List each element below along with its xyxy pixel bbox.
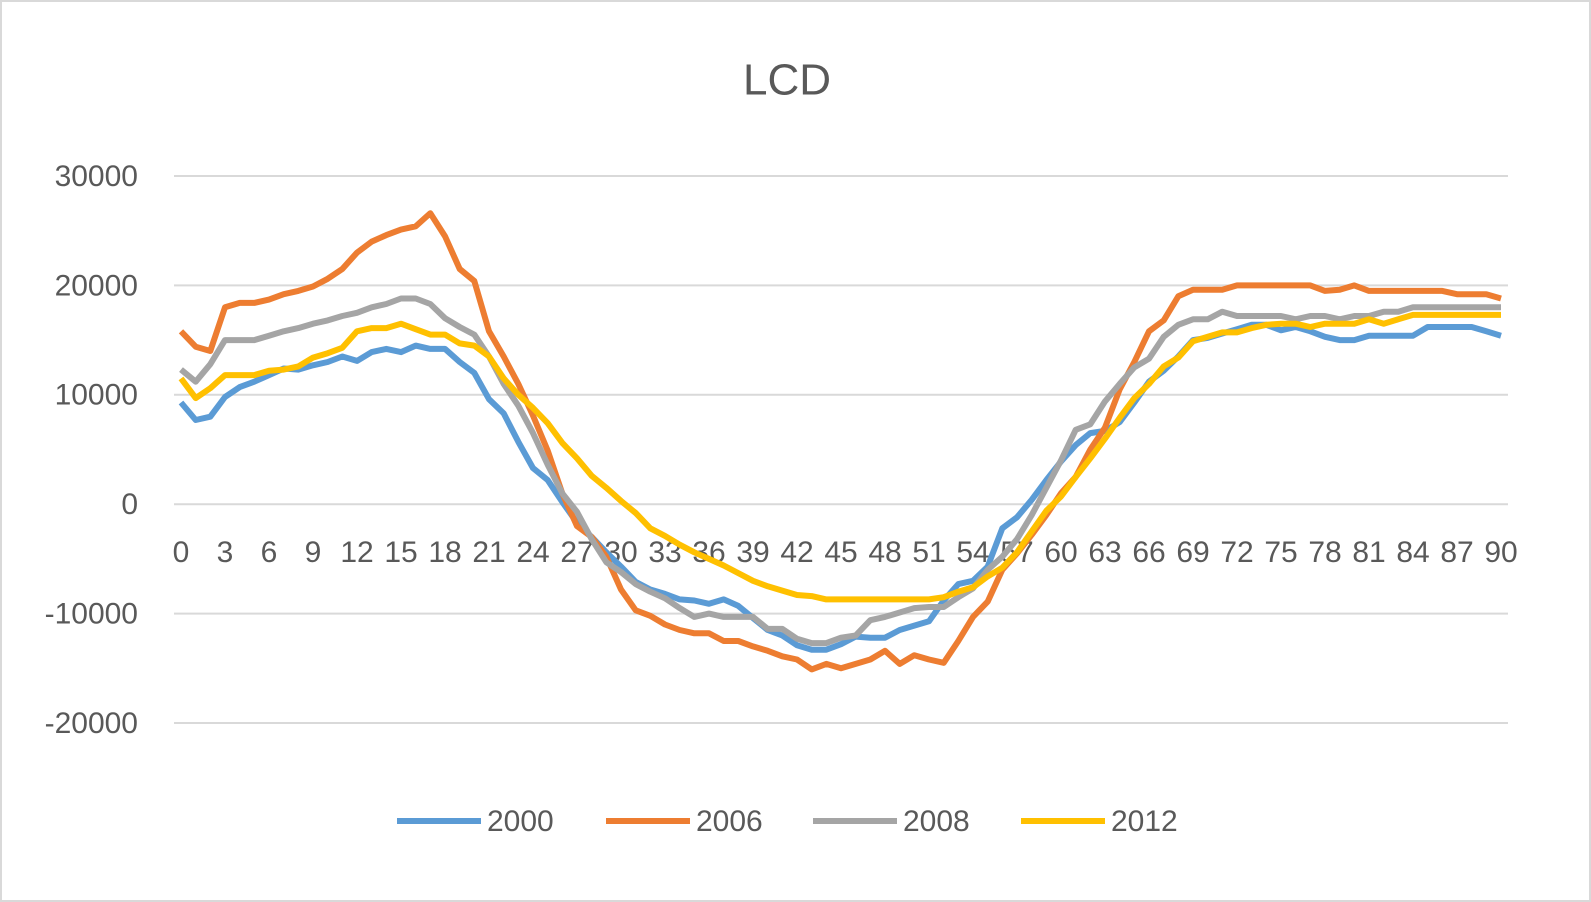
series-line xyxy=(178,311,1501,603)
y-tick-label: 0 xyxy=(121,488,138,521)
x-tick-label: 54 xyxy=(956,536,989,569)
x-tick-label: 6 xyxy=(261,536,278,569)
legend-label: 2000 xyxy=(487,805,554,838)
x-tick-label: 78 xyxy=(1308,536,1341,569)
x-tick-label: 27 xyxy=(560,536,593,569)
x-tick-label: 66 xyxy=(1132,536,1165,569)
legend-label: 2012 xyxy=(1111,805,1178,838)
x-tick-label: 84 xyxy=(1396,536,1429,569)
x-tick-label: 72 xyxy=(1220,536,1253,569)
x-tick-label: 90 xyxy=(1484,536,1517,569)
y-tick-label: 10000 xyxy=(55,379,138,412)
x-tick-label: 39 xyxy=(736,536,769,569)
x-tick-label: 75 xyxy=(1264,536,1297,569)
x-tick-label: 12 xyxy=(340,536,373,569)
series-line xyxy=(178,321,1502,653)
x-tick-label: 21 xyxy=(472,536,505,569)
x-tick-label: 87 xyxy=(1440,536,1473,569)
x-tick-label: 9 xyxy=(305,536,322,569)
y-tick-label: 20000 xyxy=(55,269,138,302)
x-tick-label: 69 xyxy=(1176,536,1209,569)
x-tick-label: 18 xyxy=(428,536,461,569)
x-tick-label: 45 xyxy=(824,536,857,569)
x-tick-label: 3 xyxy=(217,536,234,569)
x-tick-label: 15 xyxy=(384,536,417,569)
legend-label: 2008 xyxy=(903,805,970,838)
y-tick-label: -10000 xyxy=(45,598,138,631)
x-tick-label: 24 xyxy=(516,536,549,569)
x-tick-label: 42 xyxy=(780,536,813,569)
x-tick-label: 81 xyxy=(1352,536,1385,569)
y-tick-label: -20000 xyxy=(45,707,138,740)
chart-title: LCD xyxy=(743,56,831,105)
x-tick-label: 60 xyxy=(1044,536,1077,569)
legend-label: 2006 xyxy=(696,805,763,838)
y-tick-label: 30000 xyxy=(55,160,138,193)
x-tick-label: 63 xyxy=(1088,536,1121,569)
x-tick-label: 51 xyxy=(912,536,945,569)
series-line xyxy=(178,210,1502,673)
x-tick-label: 48 xyxy=(868,536,901,569)
x-tick-label: 0 xyxy=(173,536,190,569)
series-line xyxy=(179,295,1501,647)
